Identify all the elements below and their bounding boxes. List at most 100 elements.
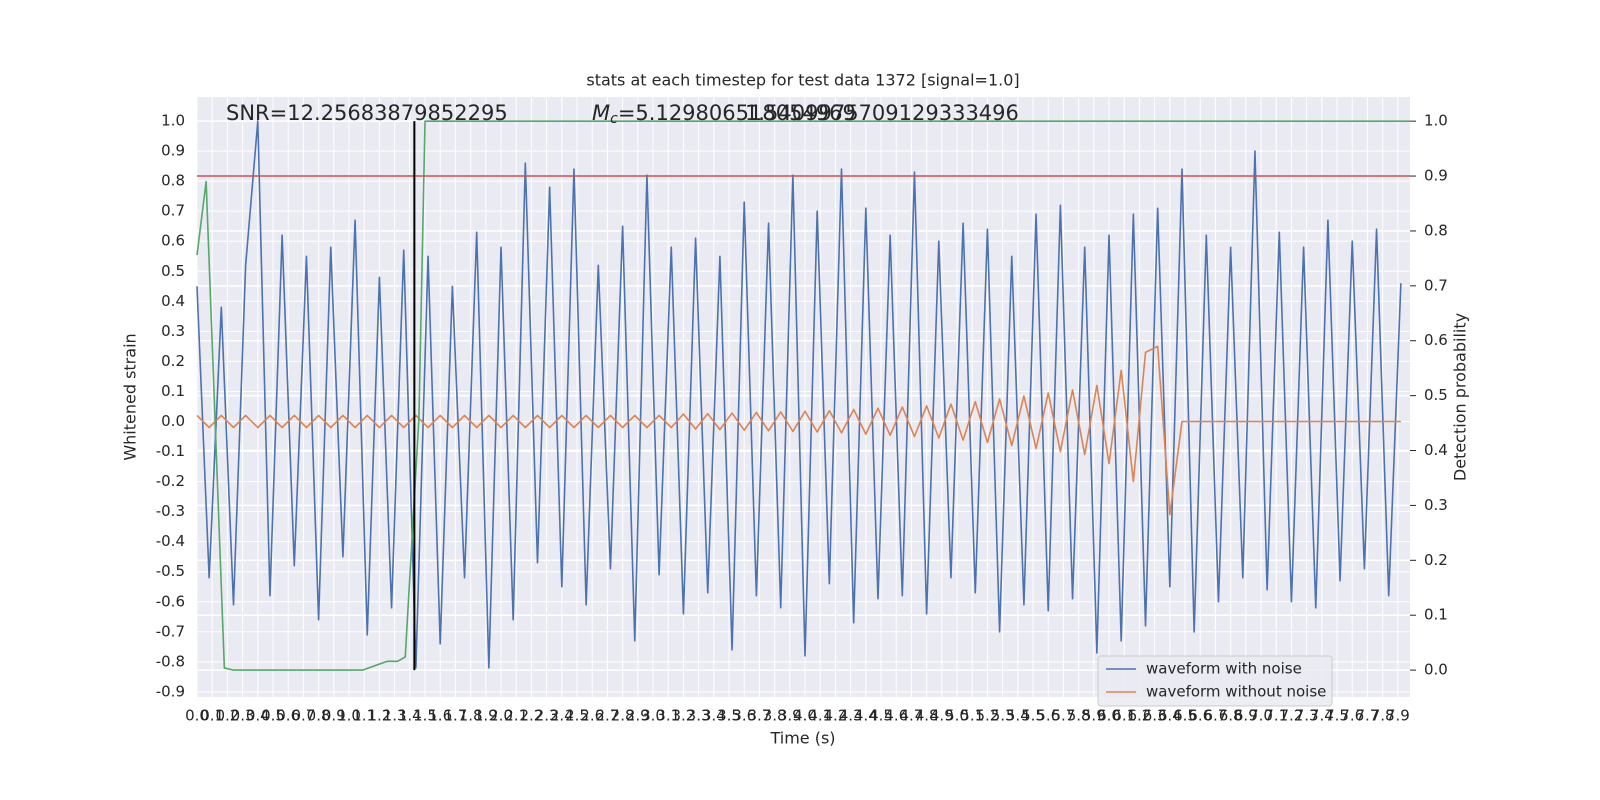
x-tick-label: 6.4	[1158, 707, 1182, 725]
x-tick-label: 5.2	[975, 707, 999, 725]
x-tick-label: 2.9	[626, 707, 650, 725]
x-tick-label: 7.9	[1386, 707, 1410, 725]
y2-tick-label: 0.1	[1424, 606, 1448, 624]
x-tick-label: 5.8	[1067, 707, 1091, 725]
y-tick-label: -0.9	[156, 682, 185, 700]
x-tick-label: 3.1	[656, 707, 680, 725]
y2-tick-label: 1.0	[1424, 112, 1448, 130]
x-tick-label: 7.5	[1325, 707, 1349, 725]
x-tick-label: 2.6	[580, 707, 604, 725]
x-tick-label: 6.7	[1204, 707, 1228, 725]
x-tick-label: 7.7	[1356, 707, 1380, 725]
x-tick-label: 4.1	[808, 707, 832, 725]
x-tick-label: 1.6	[428, 707, 452, 725]
x-tick-label: 4.3	[839, 707, 863, 725]
x-axis-label: Time (s)	[769, 729, 835, 748]
x-tick-label: 1.8	[459, 707, 483, 725]
y2-tick-label: 0.8	[1424, 221, 1448, 239]
x-tick-label: 1.5	[413, 707, 437, 725]
y-tick-label: 0.8	[161, 172, 185, 190]
x-tick-label: 2.4	[550, 707, 574, 725]
x-tick-label: 0.0	[185, 707, 209, 725]
annotation: SNR=12.25683879852295	[226, 101, 508, 125]
y-tick-label: 0.2	[161, 352, 185, 370]
annotation-symbol: M	[592, 101, 610, 125]
x-tick-label: 7.0	[1249, 707, 1273, 725]
x-tick-label: 0.1	[200, 707, 224, 725]
y2-tick-label: 0.7	[1424, 276, 1448, 294]
y2-tick-label: 0.4	[1424, 441, 1448, 459]
y-tick-label: 0.3	[161, 322, 185, 340]
x-tick-label: 4.4	[854, 707, 878, 725]
y-tick-label: 0.4	[161, 292, 185, 310]
x-tick-label: 0.8	[307, 707, 331, 725]
y-tick-label: 1.0	[161, 112, 185, 130]
series-line	[196, 345, 1401, 516]
legend-label: waveform with noise	[1146, 660, 1302, 678]
chart-title: stats at each timestep for test data 137…	[586, 71, 1019, 90]
x-tick-label: 5.9	[1082, 707, 1106, 725]
x-tick-label: 5.6	[1036, 707, 1060, 725]
x-tick-label: 1.1	[352, 707, 376, 725]
x-tick-label: 2.7	[595, 707, 619, 725]
x-tick-label: 1.0	[337, 707, 361, 725]
x-tick-label: 2.2	[519, 707, 543, 725]
y-tick-label: -0.3	[156, 502, 185, 520]
annotation-subscript: c	[610, 111, 618, 127]
x-tick-label: 4.5	[869, 707, 893, 725]
x-tick-label: 7.2	[1280, 707, 1304, 725]
x-tick-label: 6.3	[1143, 707, 1167, 725]
x-tick-label: 5.7	[1051, 707, 1075, 725]
y-tick-label: -0.2	[156, 472, 185, 490]
x-tick-label: 3.4	[702, 707, 726, 725]
y-tick-label: -0.7	[156, 622, 185, 640]
y2-tick-label: 0.2	[1424, 551, 1448, 569]
x-tick-label: 4.9	[930, 707, 954, 725]
x-tick-label: 6.0	[1097, 707, 1121, 725]
x-tick-label: 7.4	[1310, 707, 1334, 725]
x-tick-label: 1.2	[367, 707, 391, 725]
x-tick-label: 1.3	[383, 707, 407, 725]
y-tick-label: 0.1	[161, 382, 185, 400]
y2-tick-label: 0.5	[1424, 386, 1448, 404]
x-tick-label: 3.0	[641, 707, 665, 725]
x-tick-label: 3.9	[778, 707, 802, 725]
x-tick-label: 0.6	[276, 707, 300, 725]
x-tick-label: 4.2	[823, 707, 847, 725]
y-tick-label: -0.4	[156, 532, 185, 550]
x-tick-label: 6.9	[1234, 707, 1258, 725]
y2-tick-label: 0.3	[1424, 496, 1448, 514]
marks	[196, 120, 1410, 671]
y2-tick-label: 0.0	[1424, 661, 1448, 679]
x-tick-label: 1.7	[443, 707, 467, 725]
y2-tick-label: 0.9	[1424, 167, 1448, 185]
x-tick-label: 2.3	[535, 707, 559, 725]
x-tick-label: 7.6	[1340, 707, 1364, 725]
y-tick-label: 0.6	[161, 232, 185, 250]
x-tick-label: 3.3	[687, 707, 711, 725]
x-tick-label: 4.0	[793, 707, 817, 725]
legend-box	[1097, 655, 1333, 707]
x-tick-label: 3.7	[747, 707, 771, 725]
x-tick-label: 2.1	[504, 707, 528, 725]
x-tick-label: 7.3	[1295, 707, 1319, 725]
y-tick-label: 0.0	[161, 412, 185, 430]
x-tick-label: 0.2	[215, 707, 239, 725]
series-line	[196, 120, 1402, 669]
x-tick-label: 5.5	[1021, 707, 1045, 725]
y-tick-label: 0.9	[161, 142, 185, 160]
x-tick-label: 0.9	[322, 707, 346, 725]
ticks: 0.00.10.20.30.40.50.60.70.80.91.01.11.21…	[156, 112, 1448, 725]
x-tick-label: 0.4	[246, 707, 270, 725]
annotation-text: =5.129806518054969	[618, 101, 856, 125]
y-axis-label: Whitened strain	[121, 333, 140, 460]
x-tick-label: 3.2	[671, 707, 695, 725]
x-tick-label: 0.3	[231, 707, 255, 725]
x-tick-label: 4.8	[915, 707, 939, 725]
x-tick-label: 6.1	[1112, 707, 1136, 725]
x-tick-label: 2.8	[611, 707, 635, 725]
x-tick-label: 7.8	[1371, 707, 1395, 725]
x-tick-label: 2.5	[565, 707, 589, 725]
series-line	[196, 120, 1410, 671]
